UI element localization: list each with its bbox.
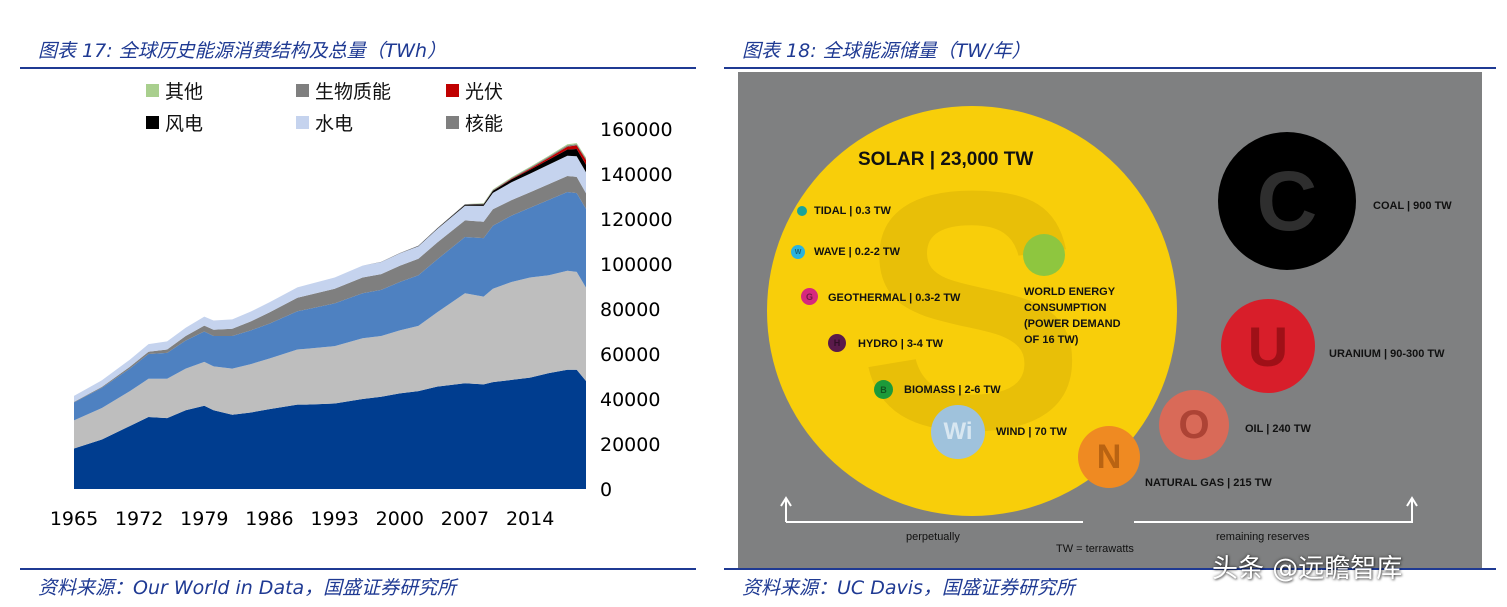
y-tick-label: 140000 xyxy=(600,164,673,186)
legend-swatch xyxy=(146,115,159,129)
wave-dot: W xyxy=(791,245,805,259)
perpetually-bracket xyxy=(785,500,1083,523)
y-tick-label: 80000 xyxy=(600,299,660,321)
x-tick-label: 2014 xyxy=(506,508,554,530)
left-source-rule xyxy=(20,568,696,570)
uranium-label: URANIUM | 90-300 TW xyxy=(1329,348,1445,360)
geothermal-letter: G xyxy=(805,291,813,302)
legend-label: 风电 xyxy=(165,112,204,135)
geothermal-dot: G xyxy=(801,288,818,305)
tidal-dot xyxy=(797,206,807,216)
right-title-rule xyxy=(724,67,1496,69)
y-tick-label: 100000 xyxy=(600,254,673,276)
oil-letter: O xyxy=(1178,402,1210,447)
natural-gas-circle: N xyxy=(1078,426,1140,488)
wind-letter: Wi xyxy=(943,418,973,445)
legend-swatch xyxy=(146,83,159,97)
bracket-lines xyxy=(780,496,1418,523)
left-source-note: 资料来源：Our World in Data，国盛证券研究所 xyxy=(38,577,457,599)
right-figure-title: 图表 18: 全球能源储量（TW/年） xyxy=(742,40,1031,62)
hydro-dot: H xyxy=(828,334,846,352)
area-series-0 xyxy=(74,369,586,489)
reserves-bracket xyxy=(1134,500,1413,523)
wave-letter: W xyxy=(794,248,802,256)
area-series-4 xyxy=(74,155,586,402)
left-figure-title: 图表 17: 全球历史能源消费结构及总量（TWh） xyxy=(38,40,447,62)
solar-circle: S xyxy=(767,106,1177,516)
hydro-label: HYDRO | 3-4 TW xyxy=(858,338,943,350)
legend-swatch xyxy=(296,83,309,97)
x-tick-label: 2007 xyxy=(441,508,489,530)
stacked-area-chart: 1965 1972 1979 1986 1993 2000 2007 2014 0 20000 40… xyxy=(50,119,673,530)
chart-legend: 其他 生物质能 光伏 风电 水电 核能 xyxy=(146,78,626,135)
left-title-rule xyxy=(20,67,696,69)
coal-circle: C xyxy=(1218,132,1356,270)
legend-label: 水电 xyxy=(315,112,354,135)
x-tick-label: 1993 xyxy=(310,508,358,530)
y-tick-label: 0 xyxy=(600,479,612,501)
right-source-rule xyxy=(724,568,1496,570)
left-figure-panel: 图表 17: 全球历史能源消费结构及总量（TWh） 其他 生物质能 光伏 风电 … xyxy=(20,0,696,607)
coal-letter: C xyxy=(1256,153,1318,248)
world-energy-label: WORLD ENERGY CONSUMPTION (POWER DEMAND O… xyxy=(1024,286,1121,346)
biomass-dot: B xyxy=(874,380,893,399)
legend-swatch xyxy=(446,115,459,129)
solar-label: SOLAR | 23,000 TW xyxy=(858,149,1034,170)
x-tick-label: 2000 xyxy=(376,508,424,530)
legend-label: 光伏 xyxy=(465,80,504,103)
legend-swatch xyxy=(296,115,309,129)
perpetually-label: perpetually xyxy=(906,531,960,543)
right-figure-panel: 图表 18: 全球能源储量（TW/年） S SOLAR | 23,000 TW … xyxy=(724,0,1496,607)
area-series-2 xyxy=(74,192,586,421)
wind-label: WIND | 70 TW xyxy=(996,426,1067,438)
natural-gas-letter: N xyxy=(1096,437,1122,476)
legend-label: 其他 xyxy=(165,80,204,103)
remaining-reserves-label: remaining reserves xyxy=(1216,531,1310,543)
y-tick-label: 20000 xyxy=(600,434,660,456)
perpetually-arrow xyxy=(780,496,792,507)
right-source-note: 资料来源：UC Davis，国盛证券研究所 xyxy=(742,577,1075,599)
energy-reserves-infographic: S SOLAR | 23,000 TW TIDAL | 0.3 TW W WAV… xyxy=(738,72,1482,568)
x-tick-label: 1986 xyxy=(245,508,293,530)
oil-label: OIL | 240 TW xyxy=(1245,423,1311,435)
area-series-3 xyxy=(74,176,586,403)
wind-circle: Wi xyxy=(931,405,985,459)
uranium-letter: U xyxy=(1247,314,1289,378)
y-tick-label: 160000 xyxy=(600,119,673,141)
reserves-arrow xyxy=(1406,496,1418,507)
legend-item-nuclear: 核能 xyxy=(446,110,596,135)
uranium-circle: U xyxy=(1221,299,1315,393)
legend-item-other: 其他 xyxy=(146,78,296,103)
x-tick-label: 1965 xyxy=(50,508,98,530)
tidal-label: TIDAL | 0.3 TW xyxy=(814,205,891,217)
wave-label: WAVE | 0.2-2 TW xyxy=(814,246,900,258)
legend-label: 生物质能 xyxy=(315,80,392,103)
hydro-letter: H xyxy=(833,338,841,348)
x-tick-label: 1972 xyxy=(115,508,163,530)
legend-swatch xyxy=(446,83,459,97)
terawatts-note: TW = terrawatts xyxy=(1056,543,1134,555)
world-energy-circle xyxy=(1023,234,1065,276)
natural-gas-label: NATURAL GAS | 215 TW xyxy=(1145,477,1272,489)
biomass-letter: B xyxy=(880,384,887,395)
y-tick-label: 120000 xyxy=(600,209,673,231)
area-series-5 xyxy=(74,149,586,396)
oil-circle: O xyxy=(1159,390,1229,460)
biomass-label: BIOMASS | 2-6 TW xyxy=(904,384,1001,396)
y-tick-label: 60000 xyxy=(600,344,660,366)
x-tick-label: 1979 xyxy=(180,508,228,530)
geothermal-label: GEOTHERMAL | 0.3-2 TW xyxy=(828,292,961,304)
area-series-1 xyxy=(74,270,586,449)
legend-item-wind: 风电 xyxy=(146,110,296,135)
watermark-text: 头条 @远瞻智库 xyxy=(1212,554,1403,584)
legend-label: 核能 xyxy=(465,112,504,135)
legend-item-solar: 光伏 xyxy=(446,78,596,103)
y-tick-label: 40000 xyxy=(600,389,660,411)
coal-label: COAL | 900 TW xyxy=(1373,200,1452,212)
legend-item-biomass: 生物质能 xyxy=(296,78,446,103)
legend-item-hydro: 水电 xyxy=(296,110,446,135)
